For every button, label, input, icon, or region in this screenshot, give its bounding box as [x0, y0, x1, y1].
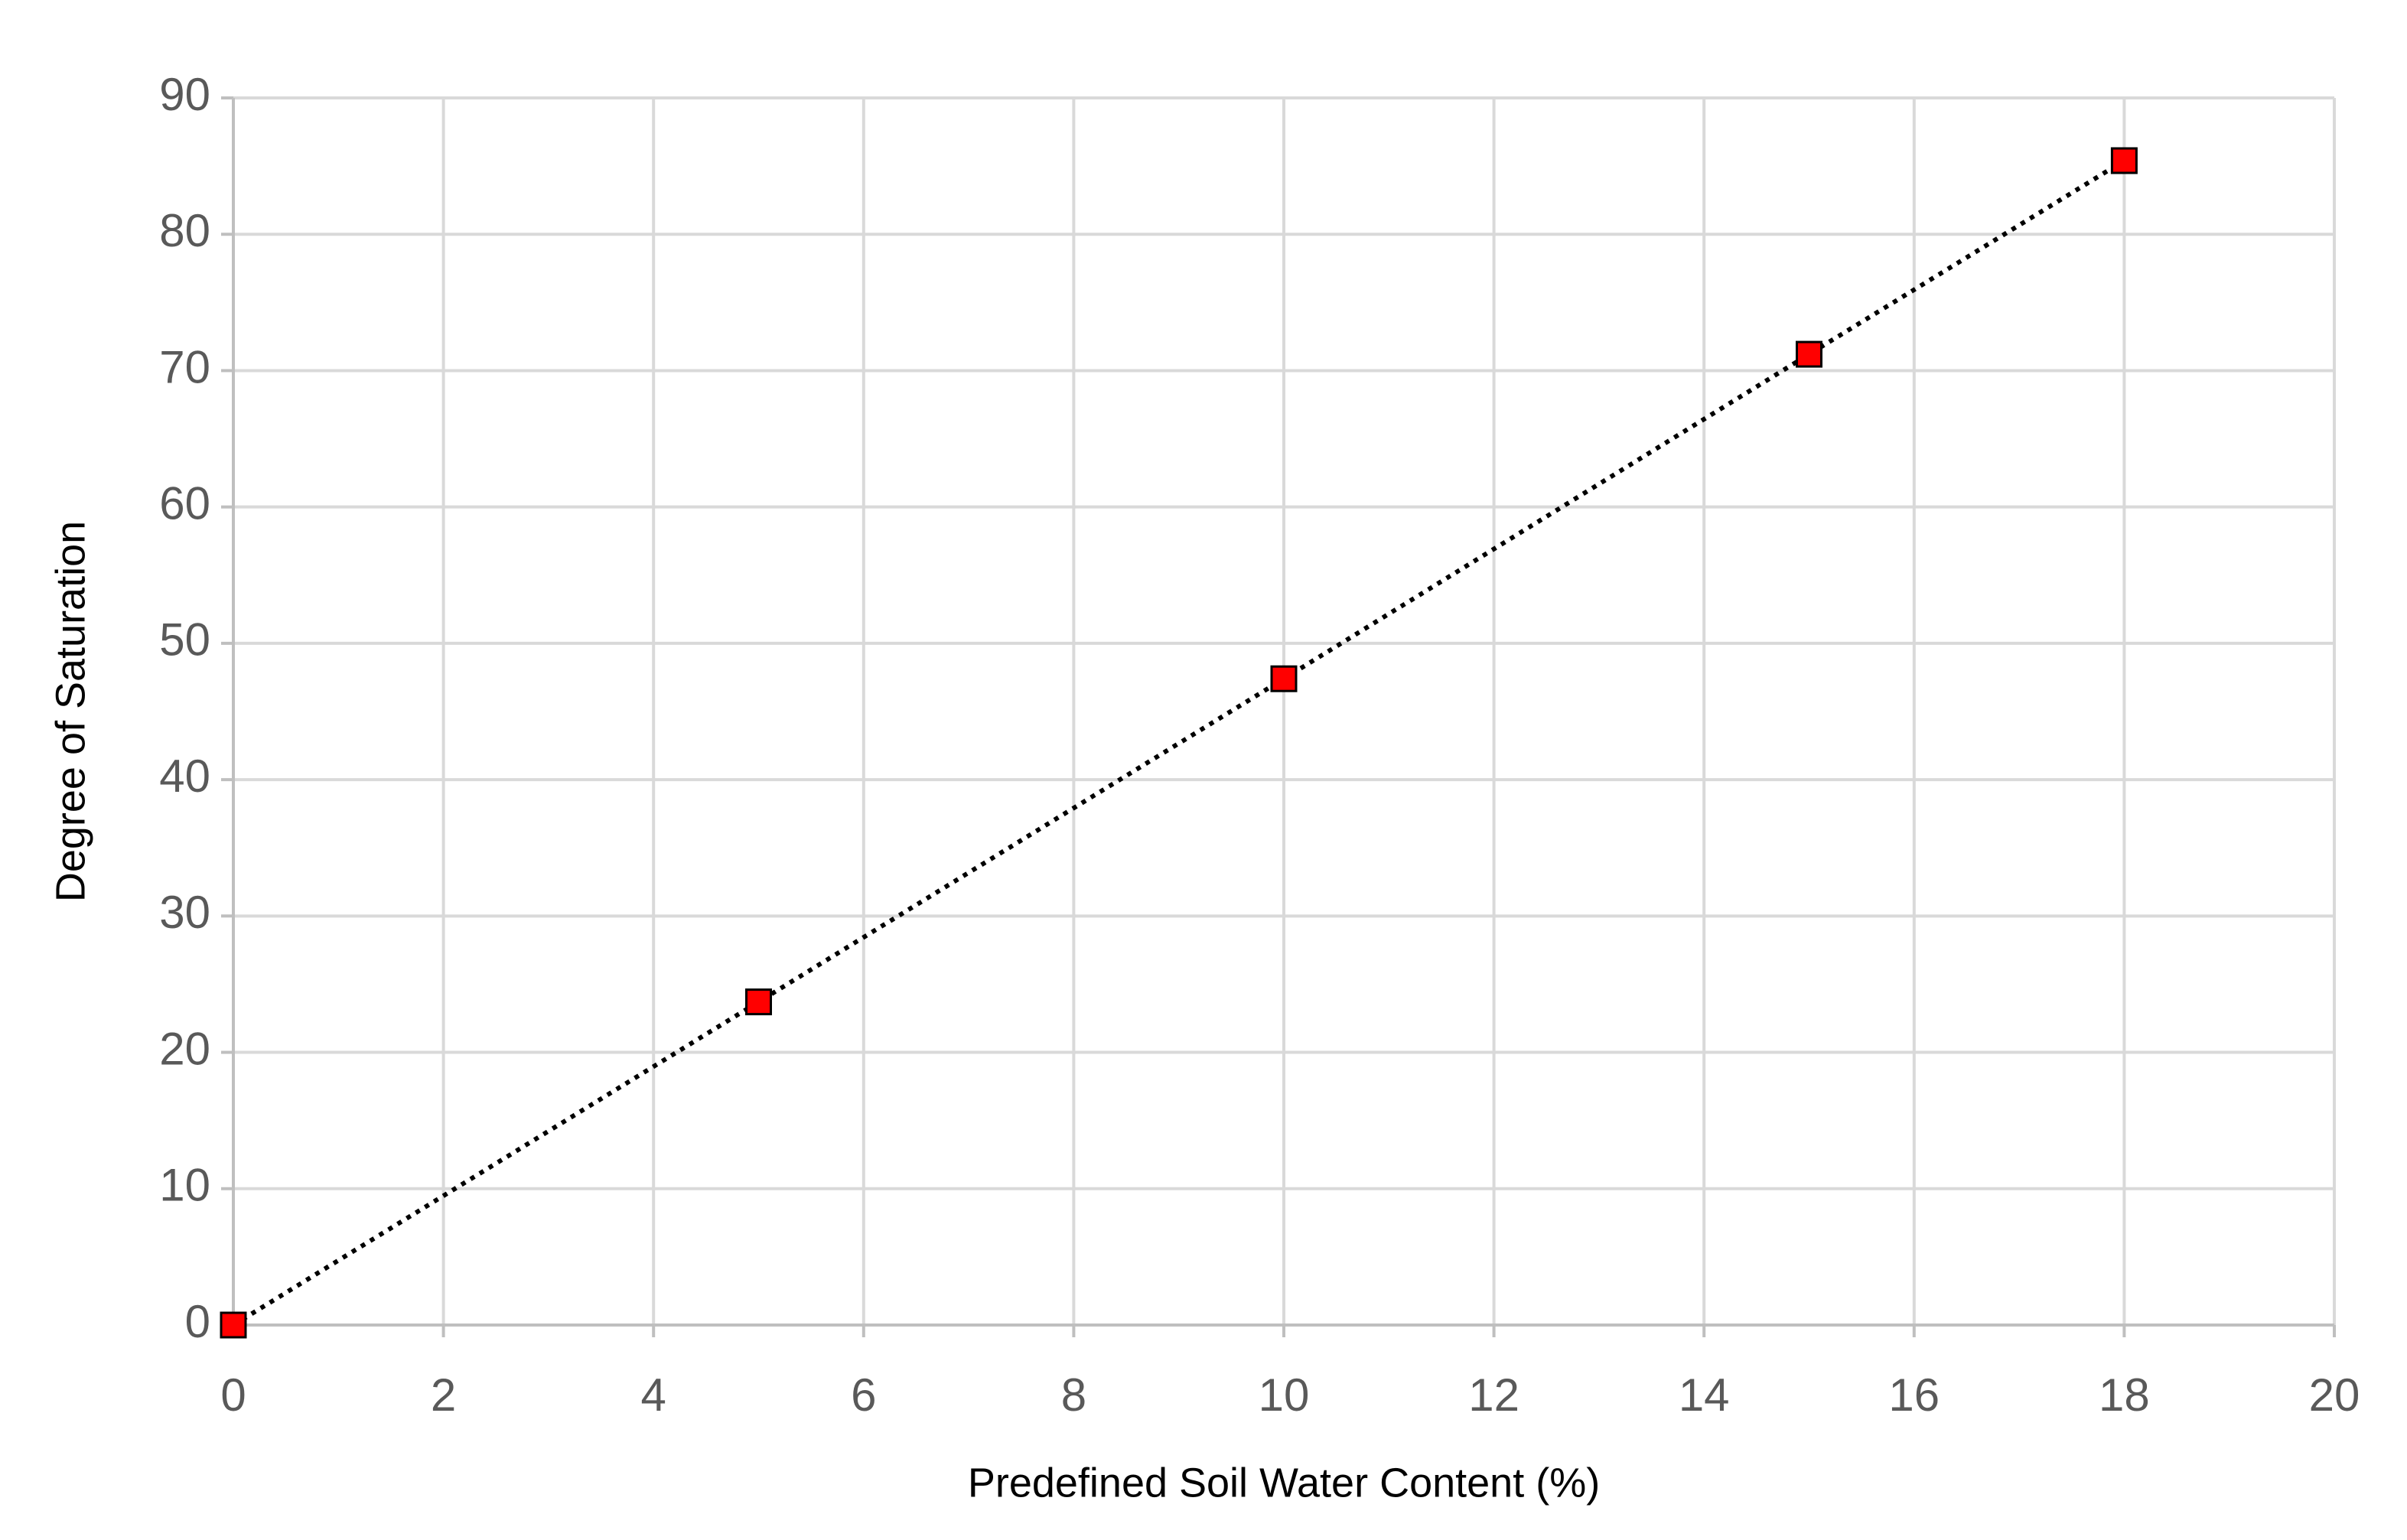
x-tick-label: 16	[1888, 1369, 1940, 1421]
x-axis-title: Predefined Soil Water Content (%)	[968, 1460, 1600, 1506]
x-tick-label: 4	[641, 1369, 666, 1421]
data-point	[220, 1311, 247, 1339]
y-tick-label: 40	[159, 750, 210, 802]
data-point	[2110, 147, 2138, 174]
y-tick-label: 10	[159, 1160, 210, 1211]
x-tick-label: 6	[851, 1369, 876, 1421]
y-tick-label: 50	[159, 614, 210, 666]
y-tick-label: 70	[159, 341, 210, 392]
x-tick-label: 14	[1679, 1369, 1730, 1421]
x-tick-label: 20	[2309, 1369, 2360, 1421]
x-tick-label: 12	[1468, 1369, 1519, 1421]
y-tick-label: 0	[185, 1296, 210, 1347]
y-tick-label: 30	[159, 887, 210, 938]
data-point	[1270, 665, 1298, 692]
y-tick-label: 60	[159, 478, 210, 529]
x-tick-label: 2	[431, 1369, 456, 1421]
y-tick-label: 20	[159, 1023, 210, 1074]
data-point	[745, 988, 772, 1016]
x-tick-label: 8	[1061, 1369, 1086, 1421]
y-axis-title: Degree of Saturation	[47, 521, 93, 902]
data-point	[1796, 340, 1822, 368]
x-tick-label: 10	[1259, 1369, 1310, 1421]
y-tick-label: 90	[159, 69, 210, 120]
x-tick-label: 0	[220, 1369, 246, 1421]
x-tick-label: 18	[2099, 1369, 2150, 1421]
y-tick-label: 80	[159, 205, 210, 256]
